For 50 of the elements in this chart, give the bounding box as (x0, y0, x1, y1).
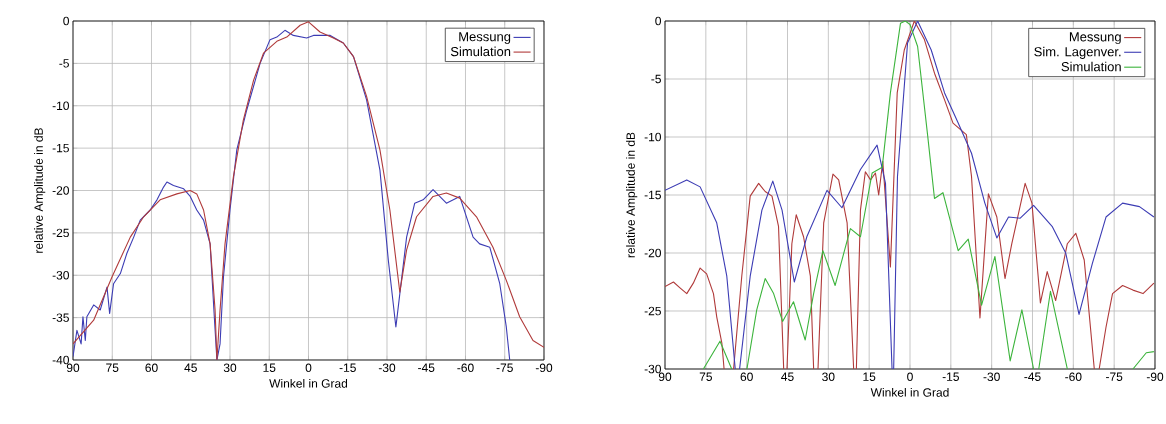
y-axis-title: relative Amplitude in dB (34, 128, 46, 253)
x-tick-label: 15 (263, 363, 276, 372)
x-tick-label: 0 (305, 363, 312, 373)
x-tick-label: 60 (145, 363, 158, 373)
y-axis-title: relative Amplitude in dB (626, 132, 638, 258)
legend-label: Sim. Lagenver. (1034, 46, 1121, 59)
x-tick-label: -90 (535, 363, 553, 373)
x-tick-label: 45 (184, 363, 197, 372)
y-tick-label: -20 (52, 186, 69, 195)
x-tick-label: -90 (1146, 372, 1164, 382)
y-tick-label: -25 (52, 228, 69, 238)
x-tick-label: -15 (942, 372, 959, 381)
x-axis-title: Winkel in Grad (269, 378, 348, 388)
y-tick-label: -20 (644, 248, 661, 258)
x-tick-label: -45 (1024, 372, 1041, 381)
y-tick-label: -10 (644, 132, 661, 142)
x-tick-label: 45 (781, 372, 794, 381)
y-tick-label: -5 (651, 74, 661, 84)
y-tick-label: -25 (644, 306, 661, 316)
y-tick-label: -15 (52, 143, 69, 153)
legend-label: Simulation (450, 46, 511, 57)
y-tick-label: -10 (52, 101, 69, 110)
x-tick-label: 30 (822, 372, 835, 382)
legend-label: Simulation (1061, 61, 1121, 72)
x-axis-title: Winkel in Grad (870, 387, 949, 397)
y-tick-label: -5 (59, 59, 69, 68)
x-tick-label: -60 (457, 363, 474, 373)
x-tick-label: 60 (740, 372, 753, 382)
y-tick-label: 0 (63, 16, 70, 26)
legend-label: Messung (1069, 32, 1121, 45)
x-tick-label: 30 (223, 363, 237, 373)
x-tick-label: 75 (106, 363, 119, 372)
y-tick-label: -15 (644, 190, 661, 200)
x-tick-label: -30 (983, 372, 1000, 382)
x-tick-label: -75 (1106, 372, 1123, 381)
y-tick-label: 0 (655, 16, 662, 26)
x-tick-label: -60 (1065, 372, 1082, 382)
x-tick-label: -15 (339, 363, 356, 372)
x-tick-label: -45 (418, 363, 435, 372)
x-tick-label: 90 (658, 372, 672, 382)
y-tick-label: -35 (52, 313, 69, 322)
x-tick-label: 90 (66, 363, 80, 373)
x-tick-label: 15 (863, 372, 876, 381)
x-tick-label: -30 (378, 363, 396, 373)
x-tick-label: -75 (496, 363, 513, 372)
legend-label: Messung (459, 32, 511, 44)
y-tick-label: -40 (52, 355, 69, 365)
x-tick-label: 75 (699, 372, 712, 381)
y-tick-label: -30 (52, 271, 69, 280)
x-tick-label: 0 (907, 372, 913, 382)
